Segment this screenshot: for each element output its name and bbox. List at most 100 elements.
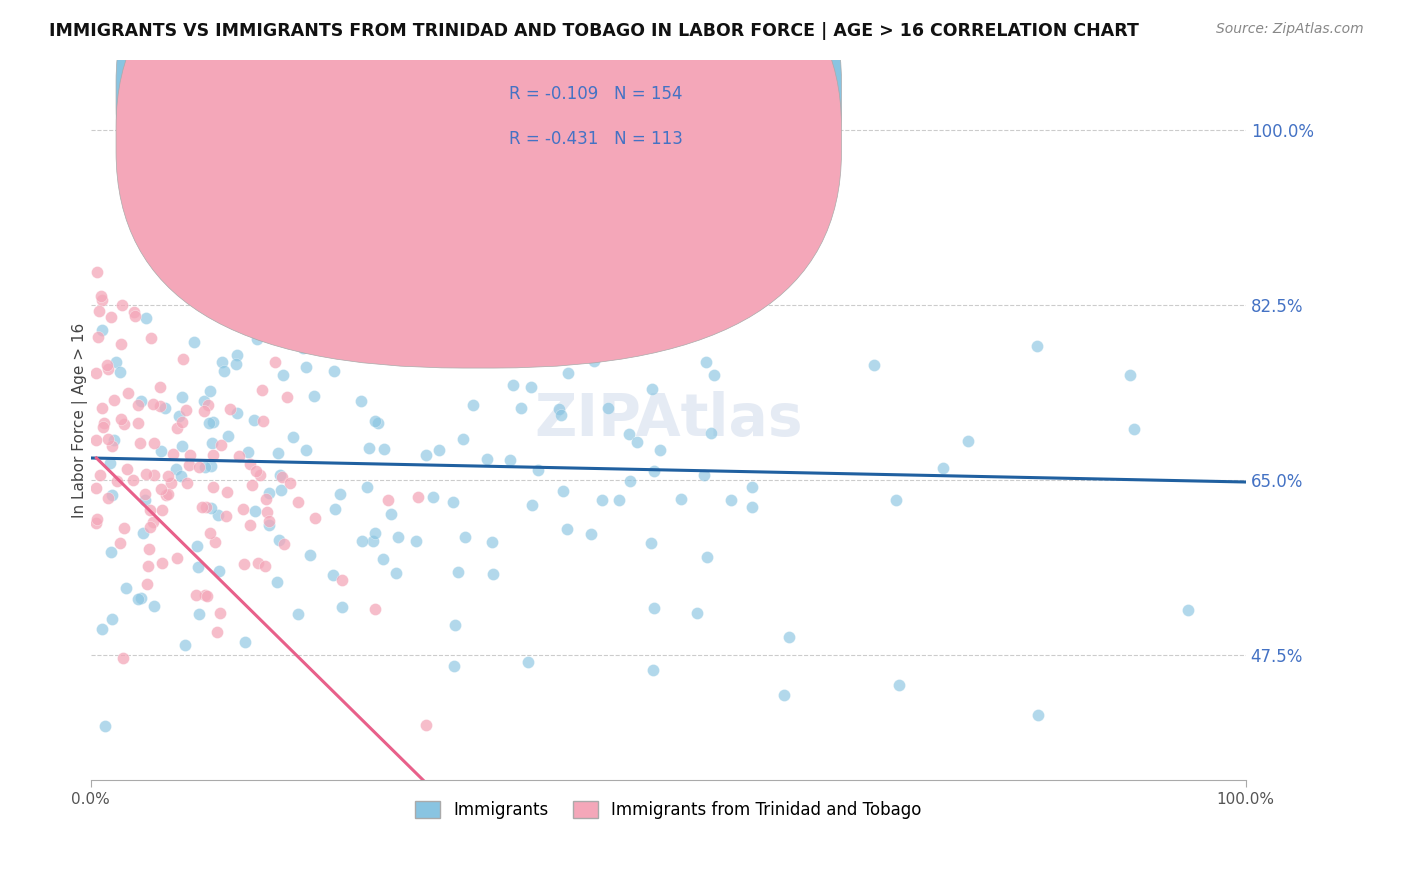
Point [686,606,709,620]
Point [270,483,292,497]
Point [957,434,980,449]
Point [607,492,630,507]
Point [214,508,236,523]
Point [278,285,301,299]
Text: Source: ZipAtlas.com: Source: ZipAtlas.com [1216,22,1364,37]
Point [170,469,193,483]
Point [447,565,470,579]
Point [256,506,278,520]
Point [149,380,172,394]
Point [714,223,737,237]
Point [209,606,232,620]
Point [492,285,515,300]
Point [170,390,193,404]
Point [122,305,145,319]
Point [461,398,484,412]
Point [139,331,162,345]
Point [110,336,132,351]
Point [295,359,318,374]
Point [117,386,139,401]
Point [207,508,229,522]
Point [319,319,342,334]
Point [225,357,247,371]
Point [157,487,180,501]
Point [299,549,322,563]
Point [456,337,478,351]
Point [149,399,172,413]
Point [100,612,122,626]
Point [550,408,572,422]
Point [332,574,354,588]
Point [364,602,387,616]
Point [139,520,162,534]
Point [101,488,124,502]
Point [135,311,157,326]
Point [271,469,294,483]
Point [105,355,128,369]
Point [889,678,911,692]
Point [142,515,165,529]
Point [186,540,208,554]
Point [103,433,125,447]
Point [91,293,114,307]
Point [266,446,288,460]
Point [155,488,177,502]
Point [252,414,274,428]
Point [115,582,138,596]
Point [1122,422,1144,436]
Point [138,541,160,556]
Point [150,483,173,497]
Point [304,511,326,525]
Point [482,567,505,582]
Point [280,476,302,491]
Text: ZIPAtlas: ZIPAtlas [534,392,803,449]
Point [124,310,146,324]
Point [330,600,353,615]
Point [105,474,128,488]
Point [142,396,165,410]
Point [108,536,131,550]
Point [932,460,955,475]
Point [169,409,191,424]
Point [245,464,267,478]
Point [198,417,221,431]
Point [201,448,224,462]
Point [640,382,662,396]
Point [364,525,387,540]
Point [499,453,522,467]
Point [246,556,269,570]
Point [1177,603,1199,617]
Point [97,432,120,446]
Point [194,500,217,514]
Point [112,651,135,665]
Point [232,501,254,516]
Point [287,495,309,509]
Point [160,475,183,490]
Point [135,467,157,482]
Point [150,444,173,458]
Point [90,401,112,415]
Point [150,557,173,571]
Point [591,492,613,507]
Point [86,516,108,530]
Point [198,384,221,398]
Point [98,457,121,471]
Point [194,459,217,474]
Point [322,567,344,582]
Point [582,354,605,368]
Point [127,398,149,412]
Point [643,601,665,615]
Point [226,406,249,420]
Point [198,525,221,540]
Point [405,534,427,549]
Point [269,533,291,548]
Point [254,558,277,573]
Point [264,355,287,369]
Point [269,468,291,483]
Point [266,575,288,590]
Point [183,335,205,350]
Point [454,530,477,544]
Point [441,495,464,509]
Point [200,501,222,516]
Point [212,363,235,377]
